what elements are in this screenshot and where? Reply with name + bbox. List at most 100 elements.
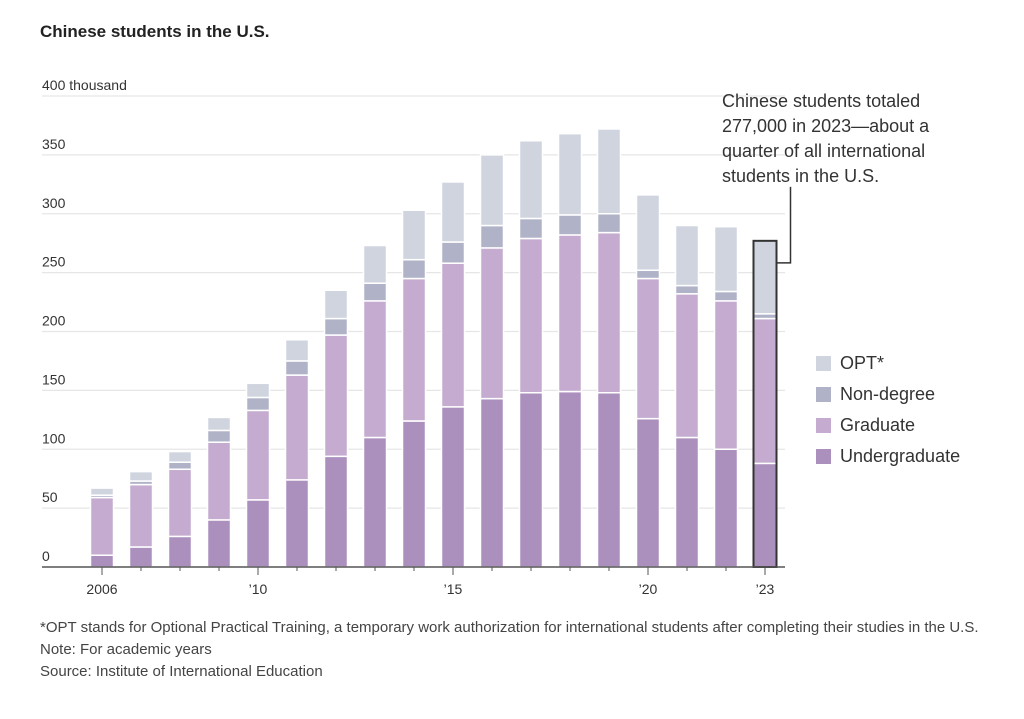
- legend-label-non-degree: Non-degree: [840, 384, 936, 404]
- bar-segment-non-degree: [596, 213, 622, 234]
- bar-segment-opt: [674, 224, 700, 287]
- bar-segment-graduate: [557, 234, 583, 393]
- bar-segment-graduate: [635, 277, 661, 420]
- legend-swatch-graduate: [816, 418, 831, 433]
- legend-item-graduate: Graduate: [816, 410, 960, 441]
- bar-segment-opt: [206, 416, 232, 432]
- y-tick-label: 400 thousand: [42, 77, 127, 93]
- bar-stack: [362, 244, 388, 568]
- legend-label-graduate: Graduate: [840, 415, 916, 435]
- bar-stack: [440, 181, 466, 568]
- bar-segment-opt: [518, 139, 544, 220]
- bar-segment-graduate: [89, 496, 115, 556]
- x-tick-label: ’10: [249, 581, 268, 597]
- bar-segment-opt: [635, 194, 661, 272]
- y-tick-label: 350: [42, 136, 66, 152]
- annotation-leader-line: [776, 186, 792, 264]
- bar-segment-opt: [323, 289, 349, 320]
- footnote-opt: *OPT stands for Optional Practical Train…: [40, 619, 979, 636]
- bar-segment-graduate: [362, 300, 388, 439]
- bar-segment-graduate: [752, 317, 778, 465]
- bar-segment-graduate: [440, 262, 466, 408]
- footnote-source: Source: Institute of International Educa…: [40, 663, 323, 680]
- legend-item-non-degree: Non-degree: [816, 379, 960, 410]
- footnote-note: Note: For academic years: [40, 641, 212, 658]
- bar-stack: [674, 224, 700, 568]
- bar-segment-non-degree: [206, 429, 232, 443]
- x-tick-label: ’20: [639, 581, 658, 597]
- y-tick-label: 150: [42, 371, 66, 387]
- bar-stack: [167, 450, 193, 568]
- chart-title: Chinese students in the U.S.: [40, 22, 270, 41]
- legend-swatch-non-degree: [816, 387, 831, 402]
- bar-stack: [89, 487, 115, 568]
- bar-segment-opt: [557, 132, 583, 216]
- legend-label-opt: OPT*: [840, 353, 885, 373]
- bar-segment-opt: [128, 470, 154, 482]
- legend-swatch-opt: [816, 356, 831, 371]
- bar-segment-undergraduate: [674, 436, 700, 568]
- bar-stack: [518, 139, 544, 568]
- y-tick-label: 50: [42, 489, 58, 505]
- bar-segment-undergraduate: [206, 519, 232, 568]
- bar-segment-undergraduate: [167, 535, 193, 568]
- bar-segment-non-degree: [479, 224, 505, 249]
- bar-segment-undergraduate: [401, 420, 427, 568]
- annotation-text: Chinese students totaled 277,000 in 2023…: [722, 91, 930, 186]
- footnotes: *OPT stands for Optional Practical Train…: [40, 617, 1000, 683]
- bar-segment-undergraduate: [362, 436, 388, 568]
- bar-segment-undergraduate: [440, 406, 466, 568]
- bar-segment-undergraduate: [518, 391, 544, 568]
- bar-segment-non-degree: [557, 214, 583, 236]
- legend-item-undergraduate: Undergraduate: [816, 441, 960, 472]
- bar-segment-opt: [245, 382, 271, 399]
- bar-segment-graduate: [518, 237, 544, 394]
- bar-stack: [128, 470, 154, 568]
- legend-label-undergraduate: Undergraduate: [840, 446, 961, 466]
- bar-segment-undergraduate: [284, 479, 310, 568]
- bar-segment-graduate: [479, 247, 505, 400]
- bar-segment-opt: [479, 154, 505, 227]
- bar-stack: [284, 338, 310, 568]
- bar-segment-opt: [167, 450, 193, 463]
- bar-segment-non-degree: [362, 282, 388, 302]
- bar-segment-opt: [284, 338, 310, 362]
- bar-stack: [323, 289, 349, 568]
- x-tick-label: 2006: [86, 581, 117, 597]
- bar-segment-opt: [596, 128, 622, 215]
- bar-segment-non-degree: [635, 269, 661, 280]
- x-tick-label: ’15: [444, 581, 463, 597]
- bar-segment-non-degree: [713, 290, 739, 302]
- bar-segment-non-degree: [323, 317, 349, 336]
- bar-segment-graduate: [284, 374, 310, 481]
- bar-segment-undergraduate: [557, 390, 583, 568]
- bar-segment-undergraduate: [128, 546, 154, 568]
- bar-segment-undergraduate: [752, 462, 778, 568]
- y-axis-labels: 0 50 100 150 200 250 300 350 400 thousand: [42, 77, 127, 564]
- bar-stack: [752, 239, 778, 569]
- bar-segment-graduate: [323, 334, 349, 458]
- bar-segment-non-degree: [284, 360, 310, 376]
- bar-segment-undergraduate: [635, 417, 661, 568]
- bar-segment-non-degree: [245, 396, 271, 412]
- bars: [89, 128, 778, 569]
- bar-stack: [635, 194, 661, 568]
- bar-segment-graduate: [206, 441, 232, 521]
- bar-segment-opt: [752, 240, 778, 315]
- bar-segment-graduate: [401, 277, 427, 422]
- bar-stack: [479, 154, 505, 568]
- bar-segment-undergraduate: [713, 448, 739, 568]
- bar-segment-opt: [362, 244, 388, 284]
- bar-segment-non-degree: [674, 284, 700, 295]
- bar-segment-non-degree: [401, 258, 427, 280]
- bar-stack: [557, 132, 583, 568]
- bar-segment-opt: [89, 487, 115, 496]
- bar-stack: [713, 225, 739, 568]
- legend: OPT* Non-degree Graduate Undergraduate: [816, 348, 960, 472]
- bar-segment-graduate: [245, 409, 271, 501]
- y-tick-label: 100: [42, 430, 66, 446]
- bar-segment-non-degree: [518, 217, 544, 240]
- x-tick-label: ’23: [756, 581, 775, 597]
- legend-swatch-undergraduate: [816, 449, 831, 464]
